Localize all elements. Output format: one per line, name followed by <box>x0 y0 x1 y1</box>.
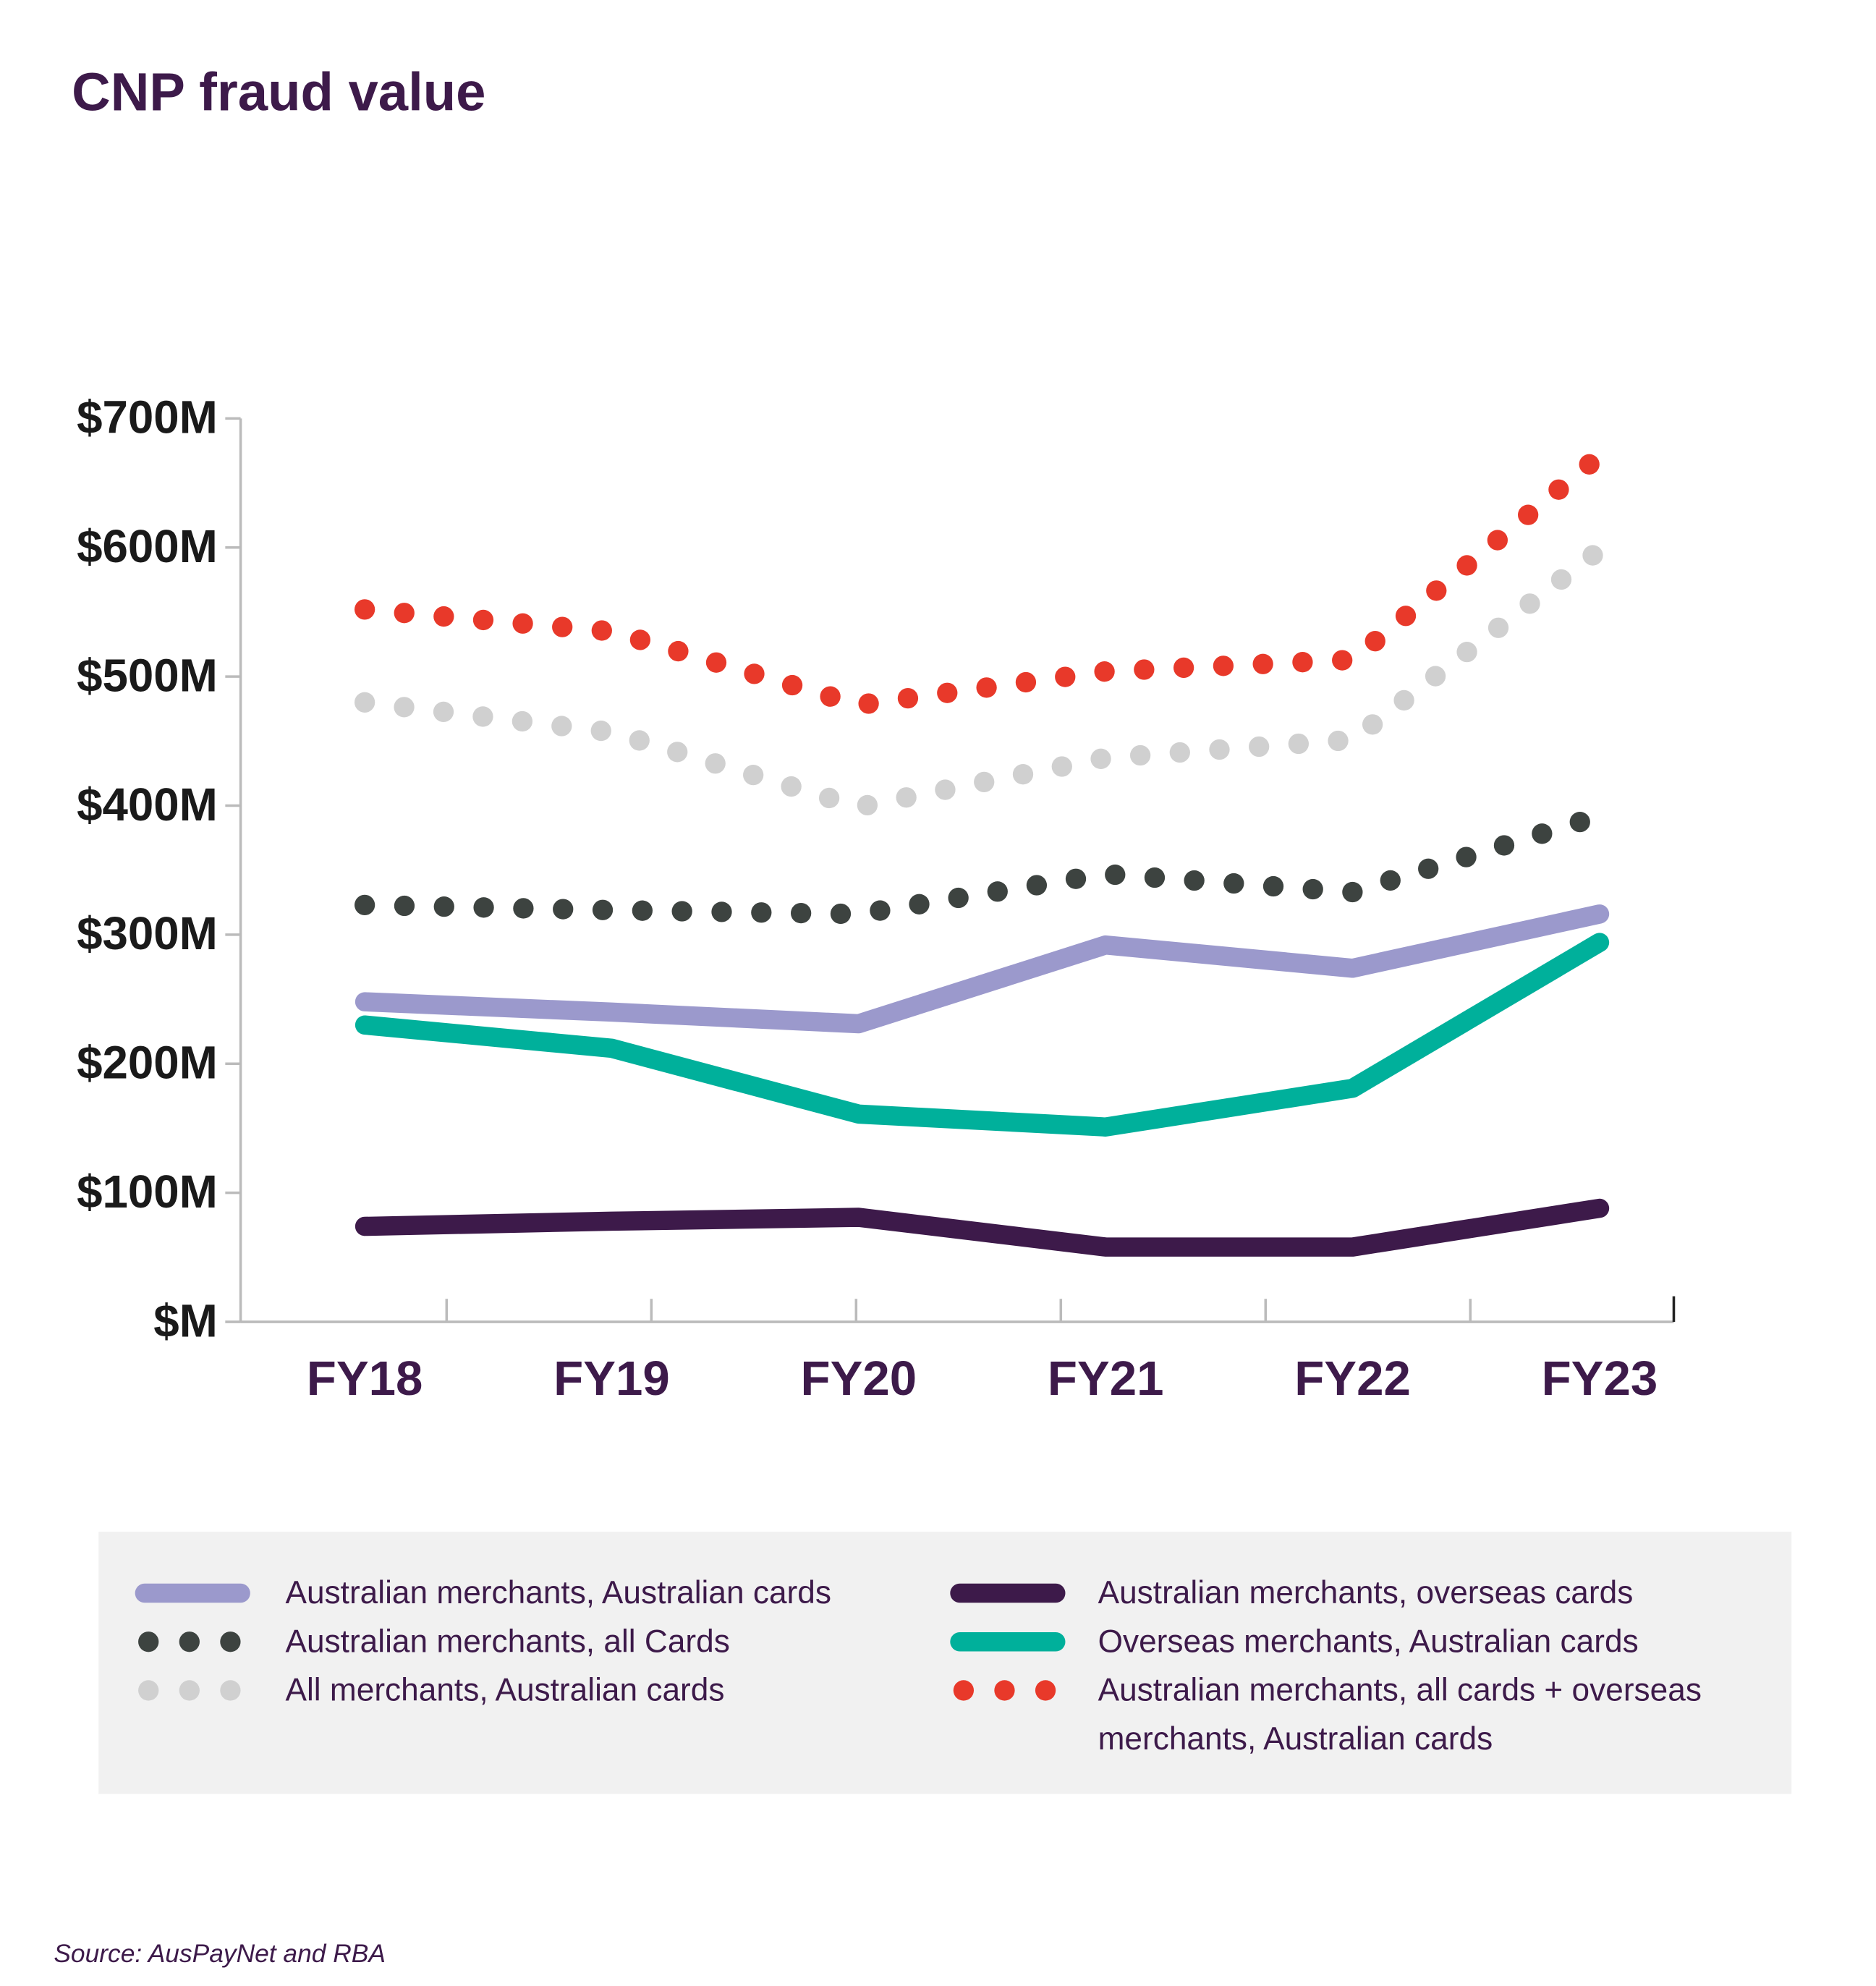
series-line <box>354 805 1610 925</box>
y-tick-label: $200M <box>77 1037 218 1089</box>
legend-item: Australian merchants, overseas cards <box>1098 1575 1634 1611</box>
y-tick-label: $400M <box>77 779 218 831</box>
legend-label: All merchants, Australian cards <box>285 1672 725 1709</box>
legend-item: Australian merchants, all Cards <box>285 1624 730 1660</box>
x-separators <box>445 1296 1676 1323</box>
x-tick-label: FY23 <box>1542 1351 1658 1406</box>
x-tick-label: FY21 <box>1048 1351 1164 1406</box>
legend-item: Australian merchants, all cards + overse… <box>1098 1672 1702 1757</box>
series-line <box>354 445 1610 716</box>
series-line <box>355 1198 1610 1257</box>
series-line <box>354 540 1610 818</box>
y-tick-label: $M <box>153 1295 217 1346</box>
series-line <box>355 904 1610 1034</box>
y-tick-label: $100M <box>77 1166 218 1218</box>
legend-label: Overseas merchants, Australian cards <box>1098 1624 1639 1660</box>
legend-label: Australian merchants, all Cards <box>285 1624 730 1660</box>
chart-title: CNP fraud value <box>72 61 485 122</box>
x-tick-label: FY22 <box>1294 1351 1411 1406</box>
y-tick-label: $300M <box>77 908 218 959</box>
x-tick-label: FY18 <box>307 1351 423 1406</box>
legend-label: Australian merchants, overseas cards <box>1098 1575 1634 1611</box>
legend-box <box>98 1532 1792 1794</box>
legend-label: Australian merchants, Australian cards <box>285 1575 831 1611</box>
source-note: Source: AusPayNet and RBA <box>54 1940 386 1968</box>
legend-item: All merchants, Australian cards <box>285 1672 725 1709</box>
y-tick-label: $600M <box>77 521 218 572</box>
legend-label: Australian merchants, all cards + overse… <box>1098 1672 1702 1757</box>
legend-item: Australian merchants, Australian cards <box>285 1575 831 1611</box>
legend-item: Overseas merchants, Australian cards <box>1098 1624 1639 1660</box>
x-tick-label: FY19 <box>553 1351 670 1406</box>
y-tick-label: $500M <box>77 650 218 701</box>
y-tick-label: $700M <box>77 392 218 444</box>
x-tick-label: FY20 <box>801 1351 917 1406</box>
series-line <box>355 933 1610 1137</box>
